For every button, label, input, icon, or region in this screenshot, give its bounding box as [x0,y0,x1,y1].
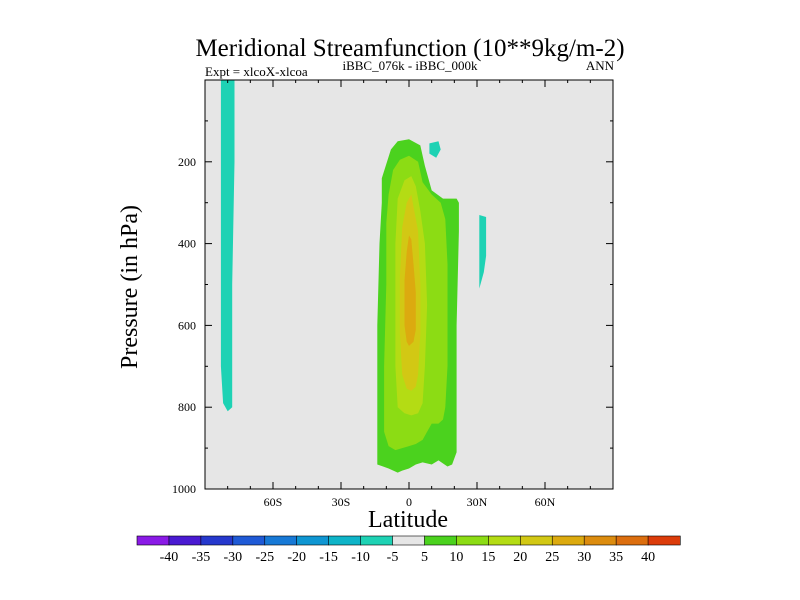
plot-area: 60S 30S 0 30N 60N 200 400 600 800 1000 [172,79,614,509]
colorbar-swatch [264,535,298,546]
colorbar-swatch [232,535,266,546]
contour-region-0 [220,80,235,412]
colorbar-swatch [360,535,394,546]
contour-region-1 [429,141,441,158]
y-tick-label: 1000 [172,482,196,496]
colorbar-label: 5 [421,550,428,565]
colorbar-label: -10 [351,550,370,565]
subtitle-left: Expt = xlcoX-xlcoa [205,64,308,79]
colorbar-swatch [200,535,234,546]
x-axis-label: Latitude [368,507,448,533]
colorbar-swatch [488,535,521,546]
contour-region-7 [404,235,416,346]
x-axis-ticks: 60S 30S 0 30N 60N [227,80,591,509]
y-tick-label: 600 [178,318,196,332]
subtitle-right: ANN [586,58,615,73]
x-tick-label: 60S [264,495,283,509]
colorbar-swatch [392,535,426,546]
colorbar-labels: -40 -35 -30 -25 -20 -15 -10 -5 5 10 15 20 25 30 35 40 [160,550,656,565]
colorbar-label: 10 [449,550,463,565]
y-tick-label: 800 [178,400,196,414]
colorbar-swatch [551,535,585,546]
y-axis-ticks: 200 400 600 800 1000 [172,120,613,496]
colorbar-label: -5 [387,550,399,565]
y-axis-label: Pressure (in hPa) [117,205,143,369]
colorbar-label: -35 [192,550,211,565]
contour-regions [220,80,487,473]
colorbar-swatch [328,535,362,546]
x-tick-label: 30S [332,495,351,509]
colorbar-label: 20 [513,550,527,565]
colorbar-label: 40 [641,550,655,565]
colorbar-label: 30 [577,550,591,565]
y-tick-label: 400 [178,237,196,251]
colorbar-swatch [615,535,649,546]
colorbar-swatch [168,535,202,546]
colorbar-swatch [424,535,458,546]
colorbar-swatch [519,535,553,546]
colorbar-swatch [456,535,489,546]
colorbar-label: 35 [609,550,623,565]
colorbar-swatch [296,535,330,546]
colorbar-label: 15 [481,550,495,565]
colorbar-swatch [647,535,681,546]
colorbar-label: -40 [160,550,179,565]
colorbar-label: -15 [319,550,338,565]
contour-region-2 [479,215,487,289]
y-tick-label: 200 [178,155,196,169]
colorbar [136,535,681,546]
subtitle-center: iBBC_076k - iBBC_000k [342,58,478,73]
x-tick-label: 60N [535,495,556,509]
colorbar-label: 25 [545,550,559,565]
colorbar-label: -20 [287,550,306,565]
colorbar-swatch [136,535,170,546]
x-tick-label: 0 [406,495,412,509]
colorbar-label: -30 [223,550,242,565]
colorbar-label: -25 [255,550,274,565]
x-tick-label: 30N [467,495,488,509]
chart-title: Meridional Streamfunction (10**9kg/m-2) [195,35,624,62]
colorbar-swatch [583,535,617,546]
